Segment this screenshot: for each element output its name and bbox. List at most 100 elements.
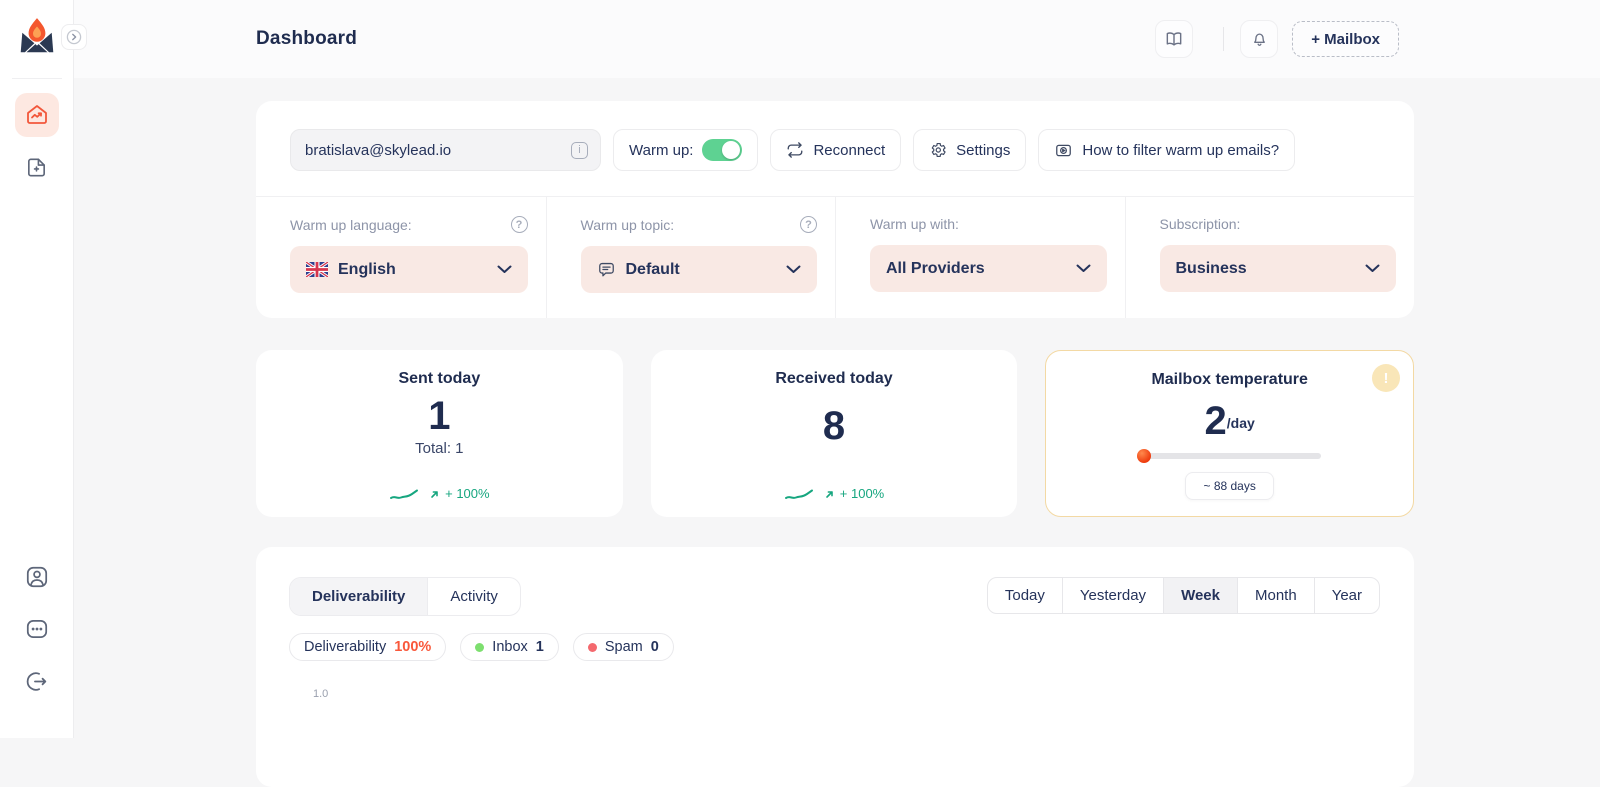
inbox-badge: Inbox 1 bbox=[460, 633, 559, 661]
sidebar-item-dashboard[interactable] bbox=[14, 93, 59, 137]
gear-icon bbox=[929, 141, 947, 159]
tab-deliverability[interactable]: Deliverability bbox=[290, 578, 429, 615]
sidebar-collapse-button[interactable] bbox=[61, 24, 87, 50]
language-dropdown[interactable]: English bbox=[290, 246, 528, 293]
warmup-language-label: Warm up language: bbox=[290, 216, 412, 233]
inbox-badge-value: 1 bbox=[535, 639, 544, 655]
file-plus-icon bbox=[25, 156, 48, 179]
chat-bubble-icon bbox=[597, 260, 616, 279]
spam-dot-icon bbox=[587, 642, 597, 652]
report-tabs: Deliverability Activity bbox=[289, 577, 521, 616]
subscription-label: Subscription: bbox=[1159, 216, 1241, 232]
spam-badge: Spam 0 bbox=[572, 633, 674, 661]
header-separator bbox=[1223, 27, 1225, 51]
logout-icon bbox=[24, 669, 49, 694]
warmup-topic-label: Warm up topic: bbox=[580, 216, 675, 233]
warmup-panel: i Warm up: Reconnect bbox=[256, 101, 1414, 318]
sent-today-card: Sent today 1 Total: 1 + 100% bbox=[256, 350, 623, 517]
mailbox-temperature-title: Mailbox temperature bbox=[1151, 371, 1308, 388]
period-year[interactable]: Year bbox=[1313, 578, 1379, 613]
chevron-down-icon bbox=[1076, 264, 1091, 273]
help-icon[interactable]: ? bbox=[800, 216, 817, 233]
warmup-with-label: Warm up with: bbox=[870, 216, 959, 232]
period-yesterday[interactable]: Yesterday bbox=[1061, 578, 1163, 613]
info-icon[interactable]: i bbox=[571, 141, 588, 159]
temperature-slider[interactable] bbox=[1137, 449, 1322, 463]
notifications-button[interactable] bbox=[1240, 20, 1279, 58]
subscription-dropdown[interactable]: Business bbox=[1159, 245, 1396, 292]
user-icon bbox=[24, 564, 50, 590]
reconnect-button[interactable]: Reconnect bbox=[770, 129, 902, 171]
trend-line-icon bbox=[784, 487, 820, 501]
report-panel: Deliverability Activity Today Yesterday … bbox=[256, 547, 1414, 787]
deliverability-badge-label: Deliverability bbox=[304, 639, 387, 655]
app-logo-flame-mail-icon bbox=[17, 16, 57, 58]
received-today-value: 8 bbox=[822, 404, 846, 448]
period-today[interactable]: Today bbox=[1004, 587, 1045, 604]
sent-trend-value: + 100% bbox=[445, 486, 490, 501]
sidebar-divider bbox=[11, 78, 62, 79]
days-remaining-badge: ~ 88 days bbox=[1185, 472, 1274, 500]
slider-thumb[interactable] bbox=[1137, 449, 1152, 463]
repeat-icon bbox=[786, 141, 804, 159]
received-today-title: Received today bbox=[775, 370, 893, 387]
chevron-down-icon bbox=[786, 265, 801, 274]
sidebar-item-chat[interactable] bbox=[22, 614, 52, 644]
help-icon[interactable]: ? bbox=[510, 216, 528, 233]
period-week[interactable]: Week bbox=[1163, 578, 1237, 613]
period-month[interactable]: Month bbox=[1236, 578, 1314, 613]
reconnect-label: Reconnect bbox=[813, 141, 886, 159]
spam-badge-label: Spam bbox=[604, 639, 643, 655]
top-header: Dashboard + Mailbox bbox=[74, 0, 1600, 78]
topic-dropdown[interactable]: Default bbox=[580, 246, 817, 293]
page-title: Dashboard bbox=[256, 28, 358, 49]
deliverability-badge: Deliverability 100% bbox=[289, 633, 447, 661]
docs-button[interactable] bbox=[1155, 20, 1194, 58]
received-today-card: Received today 8 + 100% bbox=[650, 350, 1018, 517]
settings-button[interactable]: Settings bbox=[913, 129, 1027, 171]
chevron-down-icon bbox=[497, 265, 512, 274]
spam-badge-value: 0 bbox=[650, 639, 659, 655]
temperature-unit: /day bbox=[1226, 415, 1255, 431]
sent-today-total: Total: 1 bbox=[415, 440, 464, 457]
add-mailbox-button[interactable]: + Mailbox bbox=[1292, 21, 1399, 57]
period-selector: Today Yesterday Week Month Year bbox=[986, 577, 1380, 614]
howto-filter-label: How to filter warm up emails? bbox=[1082, 141, 1280, 159]
providers-dropdown[interactable]: All Providers bbox=[870, 245, 1107, 292]
sidebar bbox=[0, 0, 87, 738]
bell-icon bbox=[1250, 30, 1269, 49]
chart-y-axis-tick: 1.0 bbox=[313, 688, 329, 700]
temperature-value: 2 bbox=[1204, 399, 1227, 443]
subscription-value: Business bbox=[1175, 259, 1247, 277]
settings-label: Settings bbox=[956, 141, 1011, 159]
home-trend-icon bbox=[25, 103, 49, 127]
howto-filter-button[interactable]: How to filter warm up emails? bbox=[1038, 129, 1296, 171]
email-input[interactable] bbox=[305, 141, 571, 159]
uk-flag-icon bbox=[306, 262, 328, 277]
sidebar-item-profile[interactable] bbox=[22, 562, 52, 592]
book-icon bbox=[1164, 29, 1184, 49]
warmup-toggle[interactable] bbox=[702, 139, 743, 161]
mailbox-temperature-card: ! Mailbox temperature 2 /day ~ 88 days bbox=[1045, 350, 1415, 517]
sent-today-value: 1 bbox=[428, 394, 451, 438]
trend-arrow-icon bbox=[825, 489, 835, 499]
panel-divider bbox=[256, 196, 1414, 197]
providers-value: All Providers bbox=[886, 259, 985, 277]
topic-value: Default bbox=[625, 260, 680, 278]
trend-arrow-icon bbox=[430, 489, 440, 499]
chevron-down-icon bbox=[1365, 264, 1380, 273]
warning-icon[interactable]: ! bbox=[1372, 364, 1401, 392]
sent-today-title: Sent today bbox=[398, 370, 481, 387]
tab-activity[interactable]: Activity bbox=[450, 588, 498, 605]
sidebar-item-add-mailbox[interactable] bbox=[15, 145, 59, 189]
inbox-badge-label: Inbox bbox=[492, 639, 528, 655]
trend-line-icon bbox=[389, 487, 425, 501]
warmup-toggle-label: Warm up: bbox=[629, 141, 694, 159]
received-trend-value: + 100% bbox=[839, 486, 885, 501]
mailbox-email-field[interactable]: i bbox=[290, 129, 601, 171]
chat-dots-icon bbox=[24, 616, 50, 642]
video-tutorial-icon bbox=[1054, 141, 1073, 160]
warmup-toggle-group: Warm up: bbox=[613, 129, 759, 171]
inbox-dot-icon bbox=[475, 642, 485, 652]
sidebar-item-logout[interactable] bbox=[22, 666, 52, 696]
